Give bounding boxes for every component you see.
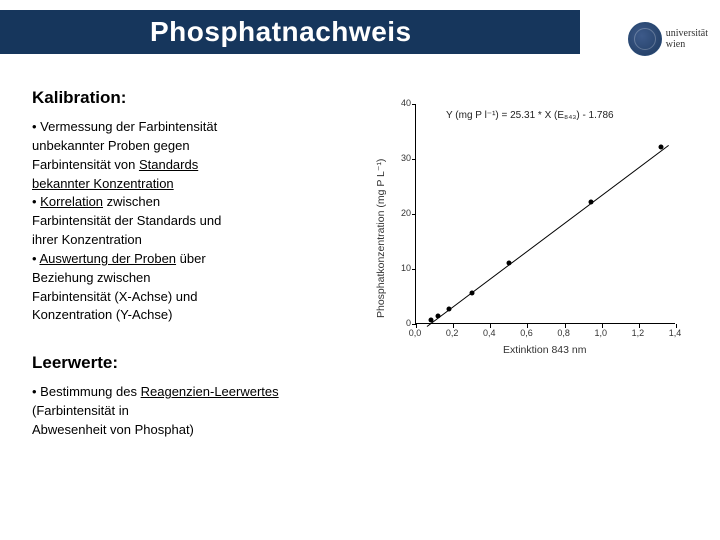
xtick-label: 0,2	[440, 328, 464, 338]
chart-ylabel: Phosphatkonzentration (mg P L⁻¹)	[375, 159, 387, 318]
xtick-label: 0,6	[514, 328, 538, 338]
xtick-label: 0,4	[477, 328, 501, 338]
bullet-3: • Auswertung der Proben über Beziehung z…	[32, 250, 351, 325]
text-column: Kalibration: • Vermessung der Farbintens…	[32, 88, 351, 440]
data-point	[659, 145, 664, 150]
bullet-2: • Korrelation zwischen Farbintensität de…	[32, 193, 351, 250]
page-title: Phosphatnachweis	[150, 16, 412, 48]
plot-area: Y (mg P l⁻¹) = 25.31 * X (E₈₄₃) - 1.786	[415, 104, 675, 324]
data-point	[469, 290, 474, 295]
university-logo: universität wien	[628, 22, 708, 56]
xtick-label: 0,8	[552, 328, 576, 338]
bullet-1: • Vermessung der Farbintensität unbekann…	[32, 118, 351, 193]
data-point	[506, 260, 511, 265]
calibration-chart: Phosphatkonzentration (mg P L⁻¹) Y (mg P…	[363, 88, 693, 378]
data-point	[588, 200, 593, 205]
section-leerwerte-title: Leerwerte:	[32, 353, 351, 373]
logo-text: universität wien	[666, 28, 708, 50]
xtick-label: 1,4	[663, 328, 687, 338]
xtick-label: 1,2	[626, 328, 650, 338]
ytick-label: 30	[389, 153, 411, 163]
chart-xlabel: Extinktion 843 nm	[503, 344, 586, 356]
bullet-4: • Bestimmung des Reagenzien-Leerwertes (…	[32, 383, 351, 440]
chart-equation: Y (mg P l⁻¹) = 25.31 * X (E₈₄₃) - 1.786	[446, 110, 614, 121]
data-point	[436, 314, 441, 319]
content: Kalibration: • Vermessung der Farbintens…	[0, 68, 720, 440]
xtick-label: 0,0	[403, 328, 427, 338]
ytick-label: 10	[389, 263, 411, 273]
data-point	[447, 307, 452, 312]
xtick-label: 1,0	[589, 328, 613, 338]
ytick-label: 40	[389, 98, 411, 108]
data-point	[428, 318, 433, 323]
section-kalibration-title: Kalibration:	[32, 88, 351, 108]
title-bar: Phosphatnachweis	[0, 10, 580, 54]
regression-line	[427, 145, 669, 327]
chart-column: Phosphatkonzentration (mg P L⁻¹) Y (mg P…	[363, 88, 702, 440]
ytick-label: 0	[389, 318, 411, 328]
ytick-label: 20	[389, 208, 411, 218]
seal-icon	[628, 22, 662, 56]
header: Phosphatnachweis universität wien	[0, 0, 720, 68]
